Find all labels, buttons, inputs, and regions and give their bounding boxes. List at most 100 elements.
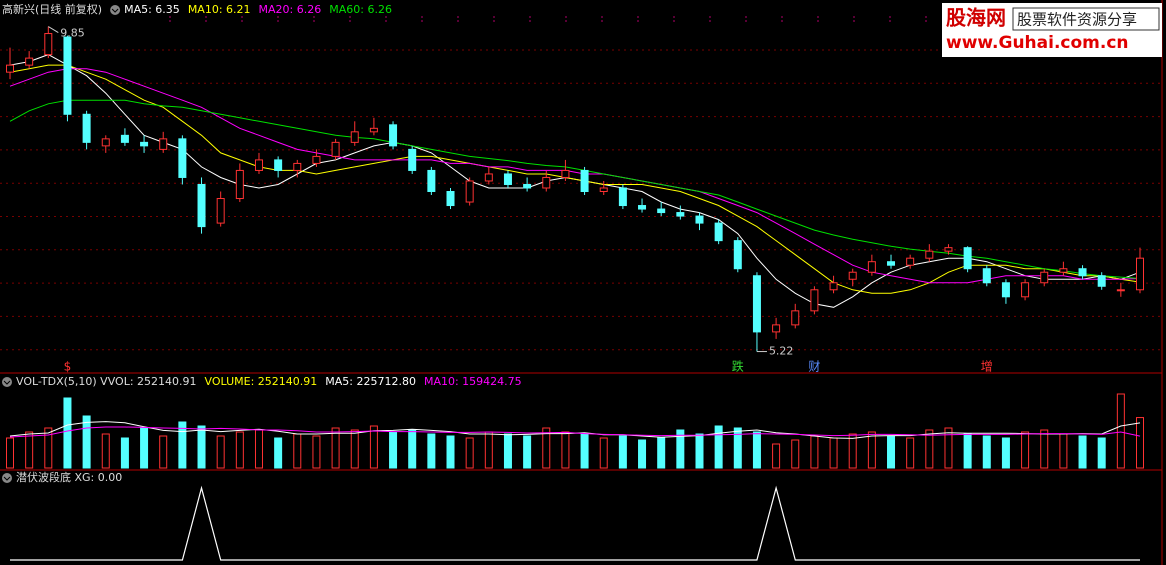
volume-bar [293,433,302,469]
volume-bar [580,433,589,469]
volume-bar [829,437,838,469]
candle-body [254,159,263,171]
volume-bar [906,437,915,469]
volume-bar [752,431,761,469]
candle-body [1116,289,1125,292]
volume-bar [120,437,129,469]
volume-bar [695,433,704,469]
candle-body [312,155,321,164]
candle-body [867,261,876,273]
candle-body [235,169,244,200]
high-pointer [48,26,59,33]
menu-icon [2,377,12,387]
menu-icon [2,473,12,483]
candle-body [523,183,532,189]
header-text: 高新兴(日线 前复权) [2,2,102,16]
header-text: MA10: 6.21 [188,3,251,16]
volume-bar [542,427,551,469]
volume-bar [925,429,934,469]
volume-bar [1097,437,1106,469]
volume-bar [1116,393,1125,469]
candle-body [427,169,436,193]
ma-line [9,54,1141,308]
volume-bar [82,415,91,469]
candle-body [982,268,991,284]
candle-body [1001,282,1010,298]
volume-bar [1059,433,1068,469]
header-text: 潜伏波段底 XG: 0.00 [16,470,122,484]
volume-bar [1021,431,1030,469]
volume-bar [1040,429,1049,469]
candle-body [695,215,704,224]
volume-bar [963,433,972,469]
event-marker: 跌 [732,359,744,374]
candle-body [752,275,761,333]
candle-body [446,191,455,207]
candle-body [1059,268,1068,273]
volume-bar [254,429,263,469]
candle-body [848,271,857,280]
candle-body [408,148,417,171]
candle-body [159,138,168,150]
candle-body [178,138,187,178]
volume-bar [235,431,244,469]
volume-bar [733,427,742,469]
candle-body [887,261,896,266]
volume-bar [274,437,283,469]
header-text: VOL-TDX(5,10) VVOL: 252140.91 [16,375,197,388]
candle-body [580,169,589,193]
volume-bar [772,443,781,469]
header-text: MA20: 6.26 [259,3,322,16]
volume-bar [503,433,512,469]
candle-body [791,310,800,326]
candle-body [503,173,512,185]
volume-bar [484,431,493,469]
candle-body [465,180,474,203]
menu-icon [110,5,121,15]
candle-body [1021,282,1030,298]
candle-body [6,64,14,73]
candle-body [274,159,283,171]
candle-body [599,187,608,193]
volume-ma-line [9,426,1141,438]
candle-body [389,124,398,147]
candle-body [82,113,91,143]
volume-bar [638,439,647,469]
header-text: MA5: 6.35 [124,3,180,16]
volume-bar [848,433,857,469]
volume-bar [944,427,953,469]
candle-body [120,134,129,143]
watermark-brand: 股海网 [946,6,1006,30]
volume-bar [982,435,991,469]
volume-bar [389,431,398,469]
volume-bar [657,437,666,469]
event-marker: 财 [808,360,820,374]
volume-bar [676,429,685,469]
menu-icon-arrow [111,8,119,13]
menu-icon-arrow [3,380,11,385]
candle-body [1097,275,1106,287]
header-text: MA60: 6.26 [329,3,392,16]
volume-bar [427,433,436,469]
ma-line [9,64,1141,294]
watermark-slogan: 股票软件资源分享 [1017,11,1137,29]
candle-body [810,289,819,312]
candle-body [63,36,72,115]
candle-body [561,169,570,178]
volume-bar [331,427,340,469]
volume-bar [618,435,627,469]
candle-body [638,205,647,210]
volume-bar [465,437,474,469]
candle-body [733,240,742,270]
volume-bar [887,435,896,469]
volume-bar [599,437,608,469]
header-text: MA5: 225712.80 [325,375,416,388]
volume-bar [408,429,417,469]
volume-bar [867,431,876,469]
high-label: 9.85 [60,27,85,40]
candle-body [1078,268,1087,277]
volume-bar [25,431,34,469]
volume-bar [1001,437,1010,469]
